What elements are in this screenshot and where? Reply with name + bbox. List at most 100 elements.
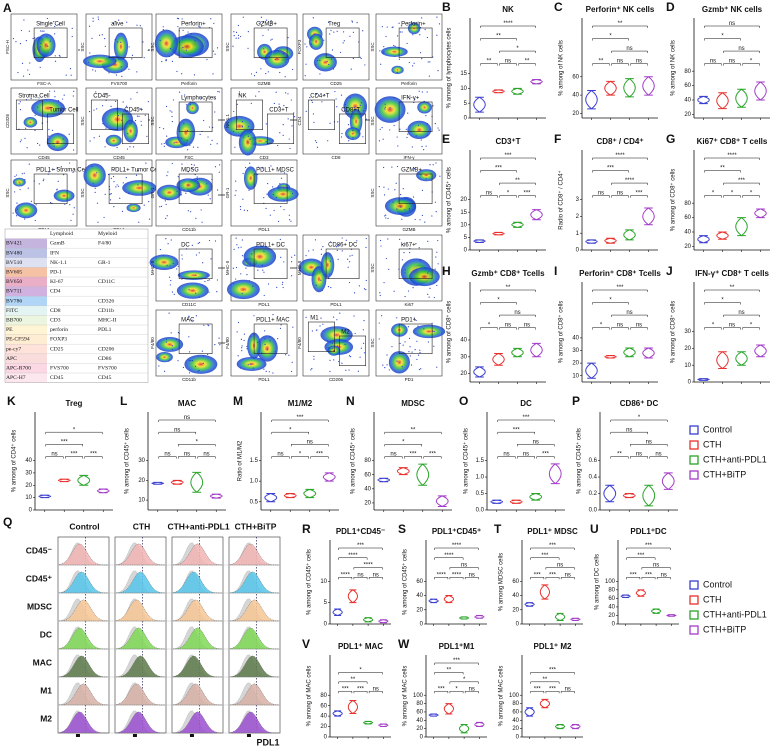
cell-dot bbox=[210, 143, 212, 145]
cell-dot bbox=[20, 29, 23, 32]
panel-letter: S bbox=[398, 522, 406, 536]
gate-label: CD8+T bbox=[341, 108, 361, 114]
cell-dot bbox=[114, 39, 116, 41]
cell-dot bbox=[276, 338, 279, 340]
cell-dot bbox=[428, 270, 430, 272]
y-tick-label: 40 bbox=[608, 604, 615, 610]
cell-dot bbox=[404, 341, 406, 343]
cell-dot bbox=[131, 58, 133, 60]
sig-bracket bbox=[592, 170, 629, 173]
cell-dot bbox=[236, 244, 238, 246]
cell-dot bbox=[396, 165, 399, 168]
sig-bracket bbox=[158, 419, 216, 422]
table-cell: KI-67 bbox=[50, 279, 64, 285]
cell-dot bbox=[243, 333, 245, 335]
hist-curve bbox=[229, 571, 280, 594]
cell-dot bbox=[113, 169, 115, 172]
cell-dot bbox=[48, 128, 50, 131]
panel-letter: A bbox=[3, 1, 12, 15]
cell-dot bbox=[181, 137, 183, 139]
cell-dot bbox=[304, 75, 306, 77]
hist-curve bbox=[229, 599, 280, 622]
sig-bracket bbox=[480, 289, 536, 292]
cell-dot bbox=[358, 285, 360, 287]
cell-dot bbox=[116, 184, 118, 186]
sig-label: *** bbox=[316, 452, 324, 458]
cell-dot bbox=[210, 258, 212, 260]
cell-dot bbox=[409, 346, 411, 348]
y-axis-label: Ratio of M1/M2 bbox=[238, 440, 244, 481]
cell-dot bbox=[264, 343, 266, 346]
cell-dot bbox=[267, 71, 269, 73]
legend-swatch bbox=[689, 425, 699, 435]
violin bbox=[416, 463, 430, 486]
cell-cloud bbox=[264, 49, 290, 69]
cell-dot bbox=[208, 291, 210, 293]
y-axis-label: % among of CD4⁺ cells bbox=[11, 430, 18, 493]
panel-letter: F bbox=[554, 132, 561, 146]
sig-bracket bbox=[611, 182, 648, 186]
cell-dot bbox=[161, 60, 163, 63]
cell-cloud bbox=[407, 22, 421, 35]
violin bbox=[539, 584, 551, 600]
sig-bracket bbox=[704, 289, 760, 292]
violin bbox=[332, 710, 343, 717]
violin bbox=[332, 608, 343, 616]
sig-label: *** bbox=[523, 191, 531, 197]
cell-cloud bbox=[186, 101, 199, 115]
cell-dot bbox=[352, 57, 354, 60]
violin bbox=[303, 488, 317, 499]
cell-dot bbox=[413, 317, 415, 319]
panel-title: IFN-γ⁺ CD8⁺ T cells bbox=[695, 269, 769, 278]
sig-bracket bbox=[338, 672, 383, 675]
cell-dot bbox=[288, 214, 290, 216]
cell-dot bbox=[28, 73, 31, 75]
sig-bracket bbox=[530, 557, 560, 560]
cell-dot bbox=[14, 175, 16, 177]
cell-dot bbox=[360, 57, 362, 60]
sig-label: ns bbox=[307, 439, 313, 445]
sig-label: * bbox=[488, 323, 491, 329]
panel-title: M1/M2 bbox=[288, 399, 313, 408]
y-tick-label: 30 bbox=[684, 329, 691, 335]
cell-dot bbox=[277, 220, 280, 222]
y-tick-label: 100 bbox=[605, 579, 616, 585]
cell-dot bbox=[329, 273, 331, 275]
cell-dot bbox=[270, 22, 273, 24]
sig-label: ns bbox=[565, 686, 571, 692]
gate-label: PD1+ bbox=[401, 318, 417, 324]
violin bbox=[623, 229, 636, 241]
y-axis-label: % among of CD8⁺ cells bbox=[670, 169, 677, 232]
cell-dot bbox=[272, 314, 274, 316]
sig-label: ns bbox=[653, 563, 659, 569]
cell-dot bbox=[139, 25, 141, 27]
cell-dot bbox=[378, 186, 380, 188]
cell-dot bbox=[415, 319, 417, 322]
cell-dot bbox=[435, 211, 437, 213]
y-tick-label: 10 bbox=[138, 498, 145, 504]
cell-dot bbox=[336, 319, 338, 321]
cell-dot bbox=[425, 178, 427, 180]
cell-dot bbox=[427, 293, 429, 296]
cell-dot bbox=[407, 96, 409, 98]
cell-dot bbox=[326, 340, 329, 342]
cell-dot bbox=[191, 163, 193, 166]
cell-dot bbox=[322, 323, 324, 325]
y-tick-label: 60 bbox=[608, 596, 615, 602]
cell-dot bbox=[163, 145, 165, 147]
y-tick-label: 80 bbox=[320, 693, 327, 699]
table-cell: BV711 bbox=[6, 289, 22, 295]
cell-dot bbox=[209, 198, 211, 200]
cell-dot bbox=[263, 197, 265, 199]
sig-label: *** bbox=[357, 543, 365, 549]
violin bbox=[635, 589, 647, 597]
table-cell: PD-1 bbox=[50, 269, 62, 275]
cell-dot bbox=[394, 45, 396, 47]
sig-bracket bbox=[384, 456, 403, 459]
gate bbox=[307, 321, 335, 353]
hist-curve bbox=[172, 543, 223, 566]
cell-dot bbox=[190, 360, 192, 362]
cell-dot bbox=[383, 194, 386, 196]
gate-label: PDL1+ DC bbox=[256, 243, 286, 249]
sig-bracket bbox=[480, 327, 498, 330]
